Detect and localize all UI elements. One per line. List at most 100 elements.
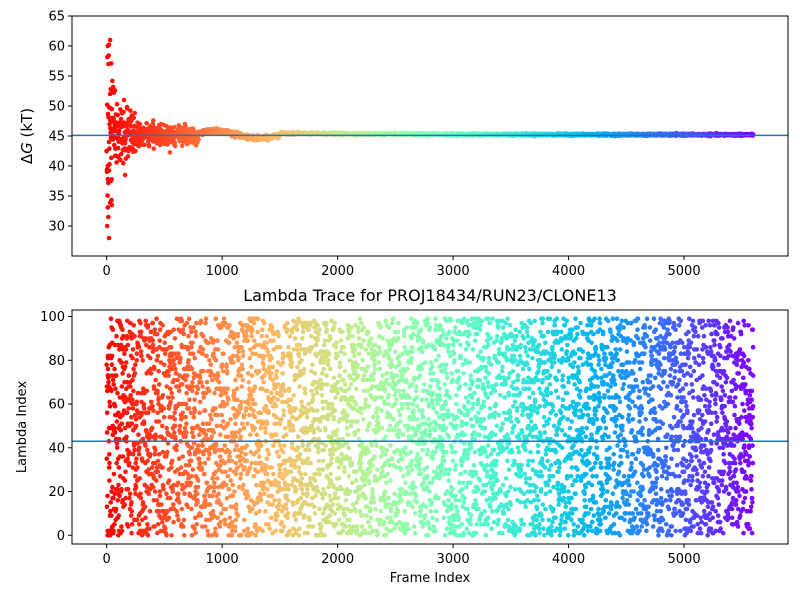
lambda-point xyxy=(226,397,231,403)
lambda-point xyxy=(263,508,268,514)
lambda-point xyxy=(301,513,307,518)
dg-point xyxy=(114,101,120,107)
lambda-point xyxy=(338,338,344,343)
lambda-point xyxy=(268,515,274,521)
lambda-point xyxy=(280,371,285,376)
lambda-point xyxy=(207,452,212,457)
lambda-point xyxy=(104,504,110,510)
lambda-point xyxy=(213,443,219,448)
lambda-point xyxy=(270,502,275,507)
lambda-point xyxy=(213,526,218,531)
lambda-point xyxy=(223,482,229,488)
lambda-points xyxy=(104,316,756,538)
lambda-point xyxy=(247,465,253,470)
lambda-point xyxy=(293,517,299,523)
lambda-point xyxy=(241,425,247,431)
lambda-point xyxy=(156,382,162,387)
lambda-point xyxy=(287,333,293,339)
lambda-point xyxy=(134,517,140,523)
lambda-point xyxy=(139,410,145,416)
lambda-point xyxy=(157,493,163,499)
lambda-point xyxy=(237,428,243,433)
lambda-point xyxy=(133,484,139,490)
lambda-point xyxy=(302,390,308,396)
lambda-point xyxy=(112,430,118,435)
lambda-point xyxy=(130,347,136,352)
lambda-point xyxy=(230,482,236,488)
lambda-point xyxy=(202,408,208,413)
lambda-point xyxy=(262,467,268,472)
lambda-point xyxy=(147,508,153,514)
dg-y-tick-label: 65 xyxy=(48,10,65,25)
lambda-point xyxy=(294,327,300,333)
lambda-point xyxy=(166,478,172,483)
lambda-point xyxy=(138,495,144,501)
lambda-point xyxy=(297,511,303,516)
lambda-point xyxy=(246,379,251,385)
lambda-point xyxy=(281,524,287,529)
lambda-point xyxy=(145,323,151,328)
lambda-point xyxy=(219,511,224,516)
lambda-point xyxy=(145,522,150,527)
lambda-point xyxy=(276,454,282,459)
lambda-point xyxy=(178,465,184,470)
lambda-point xyxy=(166,406,172,411)
lambda-point xyxy=(190,388,195,394)
lambda-point xyxy=(198,318,204,324)
lambda-point xyxy=(104,410,110,416)
dg-y-tick-label: 55 xyxy=(48,70,65,85)
lambda-point xyxy=(130,377,135,383)
lambda-point xyxy=(120,371,125,376)
lambda-point xyxy=(314,390,320,396)
lambda-point xyxy=(323,428,328,433)
lambda-point xyxy=(331,414,337,420)
lambda-point xyxy=(174,508,179,514)
lambda-point xyxy=(136,344,142,350)
lambda-point xyxy=(259,333,265,339)
lambda-point xyxy=(176,351,181,357)
dg-point xyxy=(107,146,112,151)
lambda-point xyxy=(215,412,220,418)
lambda-point xyxy=(297,526,302,531)
lambda-point xyxy=(180,410,185,416)
dg-point xyxy=(105,176,111,182)
lambda-point xyxy=(239,399,244,405)
lambda-point xyxy=(349,460,355,466)
lambda-point xyxy=(218,502,224,507)
dg-point xyxy=(115,112,120,118)
lambda-point xyxy=(193,329,198,335)
lambda-point xyxy=(245,526,251,531)
lambda-point xyxy=(312,478,318,483)
lambda-point xyxy=(194,320,199,326)
lambda-point xyxy=(122,364,128,370)
lambda-point xyxy=(203,432,209,438)
lambda-point xyxy=(270,364,276,370)
dg-point xyxy=(196,137,201,143)
lambda-point xyxy=(294,487,299,492)
lambda-point xyxy=(142,504,148,510)
dg-point xyxy=(137,121,143,127)
dg-x-tick-label: 0 xyxy=(103,264,111,279)
lambda-point xyxy=(315,336,320,341)
lambda-point xyxy=(253,533,258,538)
lambda-point xyxy=(299,358,304,363)
lambda-point xyxy=(315,445,321,451)
lambda-point xyxy=(165,449,170,455)
lambda-point xyxy=(172,362,177,368)
lambda-point xyxy=(233,506,239,512)
lambda-point xyxy=(245,421,250,427)
lambda-point xyxy=(346,445,351,451)
lambda-point xyxy=(131,366,136,372)
lambda-point xyxy=(193,333,199,339)
lambda-point xyxy=(129,522,135,527)
lambda-point xyxy=(214,476,220,481)
lambda-point xyxy=(255,316,261,322)
lambda-point xyxy=(119,421,125,427)
lambda-point xyxy=(255,329,260,335)
lambda-point xyxy=(146,491,151,497)
lambda-point xyxy=(228,417,233,422)
lambda-point xyxy=(203,524,208,529)
lambda-point xyxy=(329,456,334,462)
lambda-point xyxy=(279,393,285,398)
lambda-point xyxy=(306,327,311,333)
